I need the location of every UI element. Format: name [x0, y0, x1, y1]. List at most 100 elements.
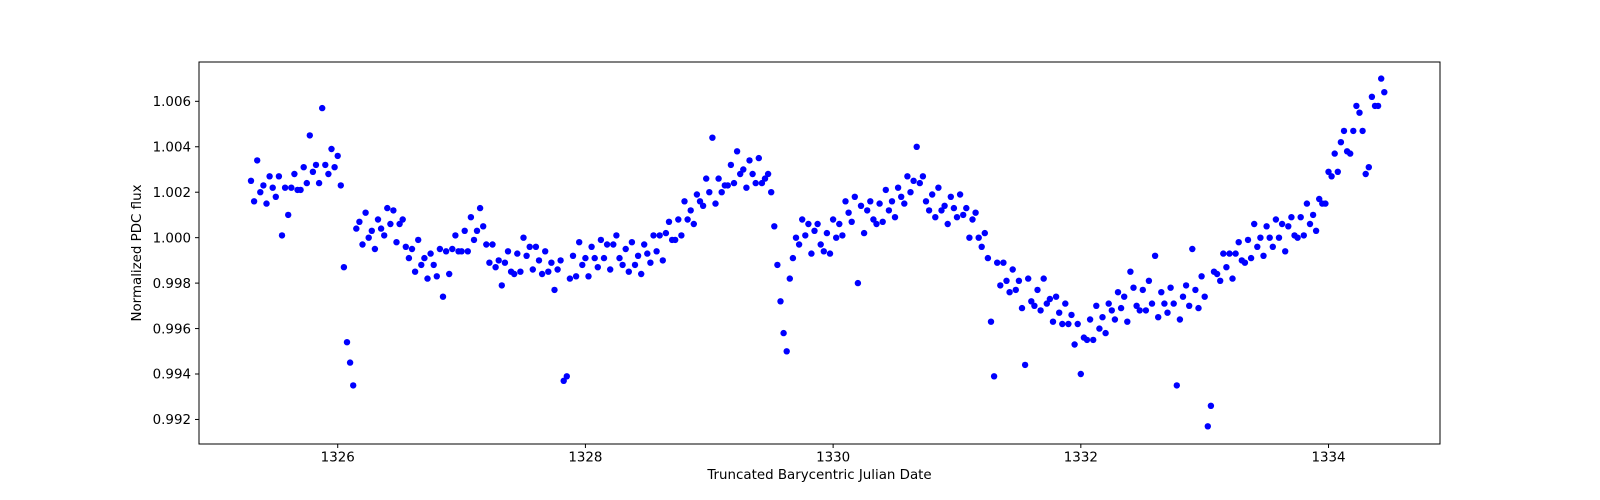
data-point — [1378, 75, 1385, 82]
data-point — [805, 220, 812, 228]
data-point — [1263, 223, 1270, 230]
data-point — [768, 189, 775, 196]
data-point — [548, 259, 555, 266]
data-point — [1213, 270, 1221, 278]
data-point — [1241, 259, 1249, 266]
data-point — [322, 161, 329, 169]
data-point — [325, 170, 332, 178]
data-point — [1077, 370, 1085, 378]
data-point — [1031, 302, 1038, 309]
data-point — [1350, 127, 1357, 135]
data-point — [755, 154, 762, 162]
data-point — [848, 218, 855, 225]
data-point — [703, 175, 710, 182]
data-point — [730, 179, 738, 187]
data-point — [569, 252, 577, 259]
data-point — [972, 209, 979, 216]
data-point — [281, 184, 289, 191]
data-point — [1269, 243, 1277, 250]
data-point — [368, 227, 375, 234]
data-point — [644, 250, 651, 257]
data-point — [1192, 286, 1199, 294]
data-point — [312, 161, 320, 169]
data-point — [1223, 264, 1230, 271]
data-point — [1074, 320, 1081, 328]
data-point — [1288, 214, 1295, 221]
data-point — [901, 200, 908, 207]
data-point — [1043, 300, 1051, 307]
data-point — [839, 232, 846, 239]
data-point — [1312, 227, 1320, 234]
data-point — [1124, 318, 1131, 325]
data-point — [582, 254, 589, 262]
data-point — [826, 250, 834, 257]
y-tick-label: 1.002 — [153, 186, 191, 201]
data-point — [266, 173, 273, 180]
data-point — [870, 216, 877, 223]
data-point — [1108, 307, 1116, 314]
data-point — [882, 186, 889, 194]
data-point — [876, 200, 883, 207]
data-point — [319, 104, 326, 112]
data-point — [1204, 423, 1212, 430]
data-point — [1021, 361, 1029, 369]
data-point — [1158, 289, 1165, 296]
data-point — [1161, 300, 1168, 307]
data-point — [1365, 164, 1373, 171]
data-point — [777, 298, 784, 305]
data-point — [514, 250, 521, 257]
data-point — [1331, 150, 1338, 157]
data-point — [1139, 286, 1147, 294]
data-point — [656, 232, 663, 239]
data-point — [898, 193, 905, 200]
data-point — [486, 259, 493, 266]
data-point — [613, 232, 620, 239]
x-tick-label: 1328 — [568, 451, 602, 466]
data-point — [1220, 250, 1227, 257]
data-point — [529, 266, 536, 273]
data-point — [792, 234, 800, 241]
data-point — [746, 157, 753, 164]
data-point — [743, 184, 750, 191]
data-point — [1037, 307, 1044, 314]
data-point — [1362, 170, 1369, 178]
data-point — [1275, 234, 1283, 241]
data-point — [461, 227, 468, 234]
data-point — [953, 214, 961, 221]
data-point — [538, 270, 546, 278]
data-point — [1235, 239, 1242, 246]
data-point — [1186, 302, 1193, 309]
data-point — [879, 218, 886, 225]
data-point — [436, 245, 444, 253]
data-point — [576, 239, 583, 246]
data-point — [483, 241, 490, 248]
data-point — [922, 198, 930, 205]
data-point — [1117, 304, 1125, 312]
data-point — [823, 229, 831, 237]
data-point — [935, 184, 942, 191]
data-points-layer — [247, 75, 1388, 430]
data-point — [780, 329, 787, 337]
data-point — [1272, 216, 1280, 223]
data-point — [950, 204, 958, 212]
data-point — [492, 264, 499, 271]
data-point — [981, 229, 988, 237]
data-point — [285, 211, 292, 219]
data-point — [433, 273, 440, 280]
data-point — [771, 223, 778, 230]
data-point — [542, 248, 549, 255]
data-point — [1260, 252, 1267, 259]
data-point — [709, 134, 716, 141]
data-point — [1028, 298, 1035, 305]
data-point — [353, 225, 360, 232]
data-point — [864, 207, 871, 214]
data-point — [1359, 127, 1366, 135]
data-point — [820, 248, 827, 255]
data-point — [727, 161, 735, 169]
data-point — [1173, 382, 1181, 389]
data-point — [737, 170, 744, 178]
data-point — [591, 254, 598, 262]
data-point — [1198, 273, 1205, 280]
data-point — [1049, 318, 1057, 325]
data-point — [257, 189, 264, 196]
